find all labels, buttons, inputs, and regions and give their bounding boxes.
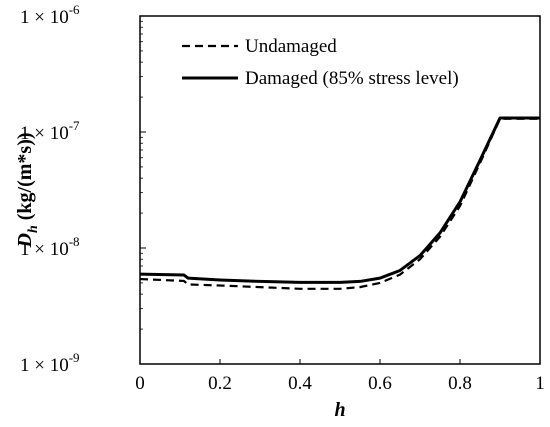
x-axis-title: h xyxy=(334,399,345,421)
y-axis-title-symbol: D xyxy=(14,233,36,248)
x-tick-label: 0.8 xyxy=(448,373,472,394)
y-tick-label-base: 1 × 10 xyxy=(20,7,69,28)
y-tick-label: 1 × 10-7 xyxy=(20,118,80,144)
y-tick-label: 1 × 10-9 xyxy=(20,350,80,376)
legend: Undamaged Damaged (85% stress level) xyxy=(182,36,459,89)
y-tick-label-exponent: -7 xyxy=(69,118,80,133)
y-tick-label-base: 1 × 10 xyxy=(20,355,69,376)
legend-label-undamaged: Undamaged xyxy=(245,36,337,57)
series-undamaged-line xyxy=(140,117,540,290)
y-axis-title-unit: (kg/(m*s)) xyxy=(14,132,36,225)
y-tick-label-exponent: -8 xyxy=(69,234,80,249)
y-tick-label-base: 1 × 10 xyxy=(20,123,69,144)
y-tick-label-base: 1 × 10 xyxy=(20,239,69,260)
y-tick-label: 1 × 10-6 xyxy=(20,2,80,28)
plot-frame xyxy=(139,15,541,365)
x-axis: 0 0.2 0.4 0.6 0.8 1 xyxy=(135,359,545,394)
series-damaged-line xyxy=(140,116,540,284)
y-axis-title-subscript: h xyxy=(26,225,41,233)
y-tick-label-exponent: -6 xyxy=(69,2,80,17)
x-tick-label: 1 xyxy=(535,373,545,394)
x-tick-label: 0.2 xyxy=(208,373,232,394)
y-axis: 1 × 10-91 × 10-81 × 10-71 × 10-6 xyxy=(20,2,146,376)
legend-label-damaged: Damaged (85% stress level) xyxy=(245,68,459,89)
series-layer xyxy=(140,116,540,290)
x-tick-label: 0.6 xyxy=(368,373,392,394)
x-tick-label: 0.4 xyxy=(288,373,312,394)
x-tick-label: 0 xyxy=(135,373,145,394)
plot-area xyxy=(139,15,541,365)
y-tick-label: 1 × 10-8 xyxy=(20,234,80,260)
y-tick-label-exponent: -9 xyxy=(69,350,80,365)
y-axis-title: Dh (kg/(m*s)) xyxy=(14,132,41,248)
